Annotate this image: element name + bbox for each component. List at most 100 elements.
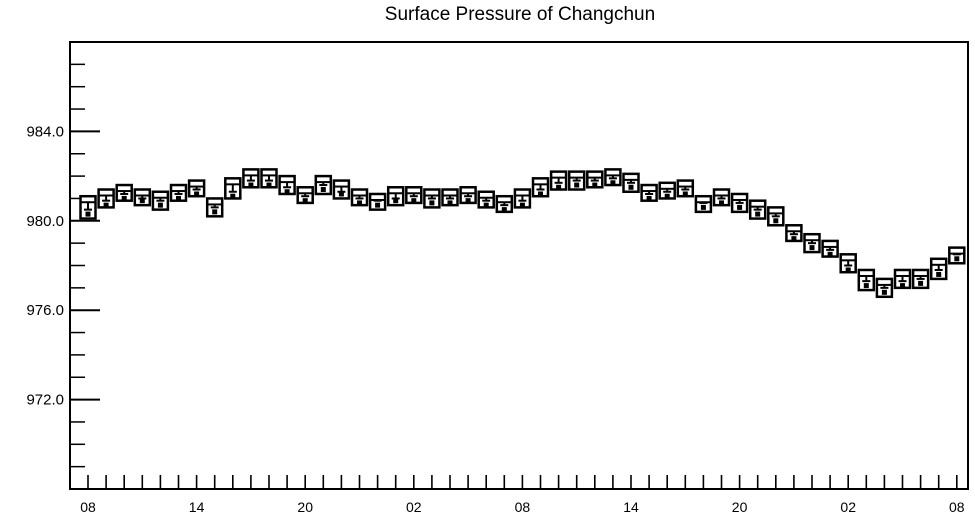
box-mark [567, 170, 586, 191]
box-mark [278, 174, 296, 196]
plot-frame [69, 41, 969, 490]
box-mean-marker [411, 198, 417, 204]
box-mean-marker [900, 283, 905, 289]
box-mean-marker [719, 200, 724, 206]
box-mark [513, 188, 532, 209]
box-mark [785, 224, 803, 243]
x-tick-label: 20 [297, 499, 313, 515]
box-mean-marker [682, 191, 688, 197]
box-mean-marker [791, 236, 797, 242]
box-mean-marker [574, 182, 580, 188]
box-mark [386, 186, 405, 207]
box-mark [151, 190, 170, 211]
box-mark [803, 232, 821, 254]
chart-title: Surface Pressure of Changchun [384, 4, 656, 25]
x-tick-label: 20 [732, 499, 748, 515]
box-mark [350, 188, 369, 207]
box-mean-marker [773, 218, 779, 224]
box-mean-marker [519, 202, 525, 208]
box-mark [911, 268, 930, 290]
box-mean-marker [483, 202, 489, 208]
box-mean-marker [266, 182, 272, 188]
x-axis: 08 14 20 02 08 14 20 02 08 [80, 475, 965, 515]
box-mean-marker [845, 267, 851, 273]
box-mean-marker [918, 280, 924, 286]
x-tick-label: 02 [406, 499, 422, 515]
box-mark [929, 257, 948, 281]
box-mark [332, 179, 351, 200]
box-mark [857, 268, 876, 292]
box-mark [79, 194, 97, 220]
x-tick-label: 02 [840, 499, 856, 515]
box-mark [948, 246, 966, 265]
box-mark [893, 268, 912, 290]
box-mean-marker [954, 256, 960, 262]
box-mean-marker [176, 195, 181, 201]
box-mean-marker [393, 198, 399, 204]
y-tick-label: 972.0 [26, 392, 64, 409]
box-mark [368, 192, 387, 211]
box-mark [169, 183, 188, 202]
box-mean-marker [85, 211, 91, 217]
box-mean-marker [375, 202, 381, 208]
box-mark [405, 186, 423, 205]
box-mark [314, 174, 333, 196]
box-mean-marker [338, 191, 344, 197]
box-mark [97, 188, 115, 209]
y-axis: 972.0 976.0 980.0 984.0 [26, 63, 100, 468]
box-mean-marker [881, 289, 887, 295]
box-mark [296, 186, 314, 205]
box-mean-marker [248, 182, 254, 188]
box-mean-marker [646, 195, 652, 201]
box-mean-marker [592, 182, 598, 188]
box-mean-marker [357, 200, 362, 206]
box-mark [676, 179, 695, 198]
box-mark [187, 179, 206, 198]
box-mean-marker [320, 187, 326, 193]
box-mark [839, 253, 857, 274]
box-body [368, 192, 387, 211]
box-mark [586, 170, 604, 189]
box-mean-marker [302, 198, 308, 204]
box-mean-marker [737, 204, 743, 210]
box-mark [748, 199, 767, 220]
box-mean-marker [755, 211, 761, 217]
box-mean-marker [465, 198, 471, 204]
box-body [948, 246, 966, 265]
box-mean-marker [827, 251, 833, 257]
box-mean-marker [284, 189, 290, 195]
box-mean-marker [664, 193, 670, 199]
box-mark [441, 188, 459, 207]
box-mark [821, 239, 839, 258]
box-mark [640, 183, 658, 202]
x-tick-label: 08 [949, 499, 965, 515]
box-mean-marker [809, 245, 815, 251]
box-mark [622, 172, 640, 193]
box-mean-marker [103, 202, 109, 208]
box-mean-marker [194, 191, 200, 197]
box-mean-marker [700, 204, 706, 210]
box-mark [205, 197, 224, 218]
box-mark [694, 194, 713, 214]
box-mean-marker [121, 195, 127, 201]
y-tick-label: 980.0 [26, 213, 64, 230]
box-mark [477, 190, 495, 209]
box-mean-marker [556, 184, 562, 190]
x-tick-label: 14 [189, 499, 205, 515]
box-mean-marker [628, 184, 634, 190]
box-mark [260, 168, 278, 189]
box-mark [423, 188, 441, 209]
box-mean-marker [230, 193, 236, 199]
box-mean-marker [936, 271, 942, 277]
box-mark [604, 168, 622, 187]
box-series [79, 168, 966, 299]
y-tick-label: 976.0 [26, 302, 64, 319]
box-mean-marker [139, 198, 145, 204]
y-tick-label: 984.0 [26, 123, 64, 140]
box-mark [658, 181, 676, 200]
x-tick-label: 08 [80, 499, 96, 515]
box-mean-marker [447, 200, 453, 206]
box-mark [224, 177, 242, 200]
box-mean-marker [863, 283, 869, 289]
